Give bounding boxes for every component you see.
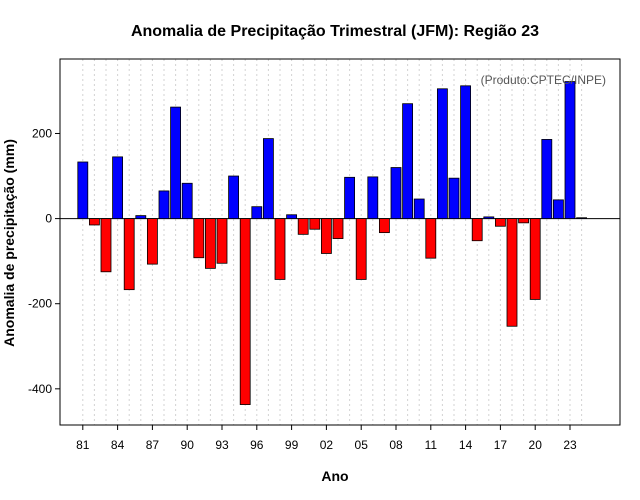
bar-2006: [367, 176, 379, 219]
x-tick-label: 08: [389, 438, 403, 452]
bar-1996: [251, 206, 263, 219]
bar-1983: [100, 218, 112, 273]
bars: [77, 81, 587, 405]
bar-2016: [483, 216, 495, 219]
x-tick-label: 81: [76, 438, 90, 452]
bar-2024: [576, 217, 587, 219]
y-axis: -400 -200 0 200: [28, 126, 60, 396]
bar-1990: [181, 182, 193, 219]
bar-2010: [413, 198, 425, 220]
bar-2002: [320, 218, 332, 254]
bar-1988: [158, 190, 170, 219]
bar-1989: [170, 106, 182, 219]
x-axis: 81 84 87 90 93 96 99 02 05 08 11 14 17 20 23: [76, 425, 577, 452]
bar-1998: [274, 218, 286, 280]
bar-2013: [448, 177, 460, 219]
x-tick-label: 87: [146, 438, 160, 452]
x-tick-label: 02: [320, 438, 334, 452]
bar-2008: [390, 167, 402, 219]
bar-2017: [494, 218, 506, 227]
bar-1984: [112, 156, 123, 219]
y-tick-label: -200: [28, 297, 52, 311]
bar-2014: [460, 85, 472, 219]
x-tick-label: 17: [494, 438, 508, 452]
bar-2015: [471, 218, 483, 242]
bar-1997: [262, 138, 274, 219]
bar-1982: [89, 218, 100, 226]
x-tick-label: 90: [181, 438, 195, 452]
bar-2023: [564, 81, 576, 219]
bar-1992: [204, 218, 216, 269]
bar-2020: [529, 218, 541, 300]
credit-text: (Produto:CPTEC/INPE): [481, 73, 606, 87]
x-tick-label: 14: [459, 438, 473, 452]
bar-2000: [297, 218, 309, 235]
bar-2021: [541, 139, 553, 219]
bar-1993: [216, 218, 228, 264]
y-tick-label: 0: [45, 212, 52, 226]
bar-2005: [355, 218, 367, 280]
bar-2004: [344, 176, 356, 219]
bar-1999: [286, 214, 298, 219]
bar-1994: [228, 175, 240, 219]
bar-2009: [402, 103, 414, 220]
bar-1995: [239, 218, 251, 405]
bar-2019: [518, 218, 529, 224]
bar-1981: [77, 161, 89, 219]
bar-2018: [506, 218, 518, 327]
bar-2022: [553, 199, 564, 219]
x-tick-label: 96: [250, 438, 264, 452]
bar-1986: [135, 215, 147, 219]
x-tick-label: 93: [215, 438, 229, 452]
bar-2001: [309, 218, 321, 230]
x-tick-label: 84: [111, 438, 125, 452]
x-tick-label: 11: [425, 438, 438, 452]
grid-lines: [82, 59, 583, 425]
bar-1987: [146, 218, 158, 265]
bar-1985: [123, 218, 135, 291]
x-tick-label: 23: [563, 438, 577, 452]
x-tick-label: 05: [355, 438, 369, 452]
bar-2003: [332, 218, 344, 239]
plot-frame: [59, 58, 621, 426]
y-tick-label: 200: [32, 126, 52, 140]
bar-2011: [425, 218, 437, 259]
x-tick-label: 99: [285, 438, 299, 452]
y-axis-label: Anomalia de precipitação (mm): [1, 139, 17, 347]
chart-title: Anomalia de Precipitação Trimestral (JFM…: [131, 23, 539, 40]
y-tick-label: -400: [28, 382, 52, 396]
x-tick-label: 20: [529, 438, 543, 452]
bar-2012: [436, 88, 448, 219]
bar-2007: [378, 218, 390, 234]
bar-1991: [193, 218, 205, 259]
x-axis-label: Ano: [321, 468, 348, 484]
